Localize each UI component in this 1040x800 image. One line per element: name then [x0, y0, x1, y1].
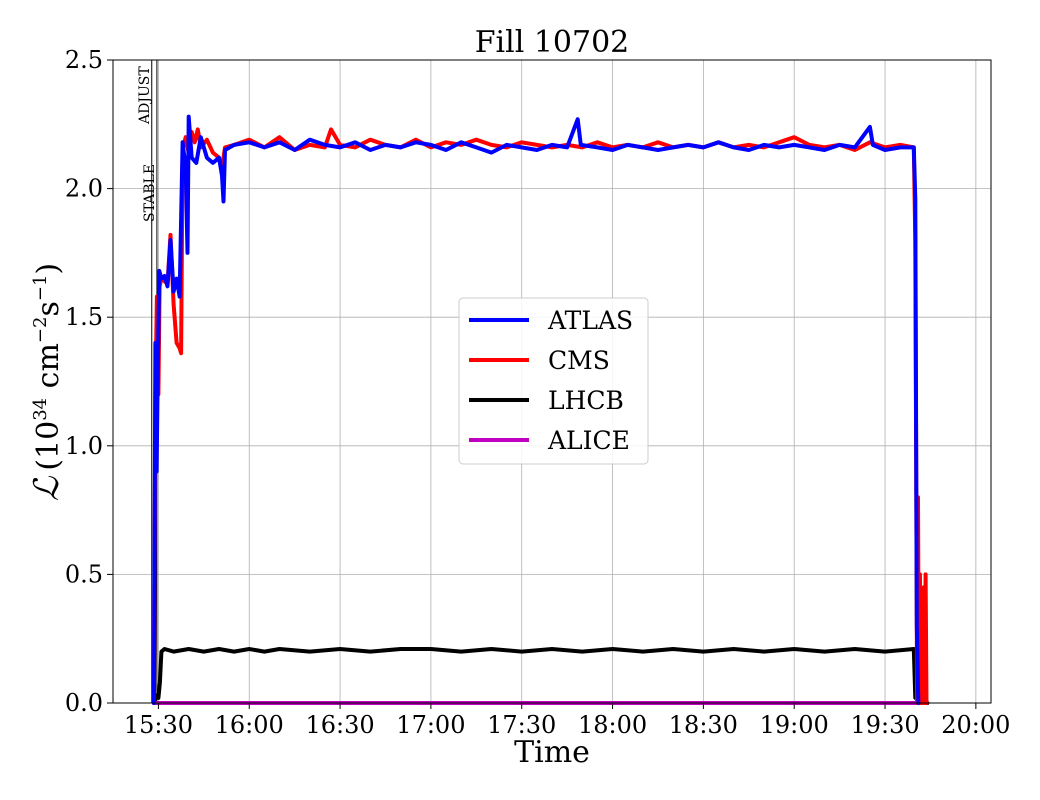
chart-title: Fill 10702 [475, 25, 630, 60]
x-tick-label: 17:00 [396, 711, 465, 739]
y-axis-unit-exp1: 34 [30, 398, 51, 421]
x-tick-label: 17:30 [487, 711, 556, 739]
y-tick-label: 2.0 [65, 175, 103, 203]
y-tick-label: 0.5 [65, 560, 103, 588]
y-axis-unit-cm: cm [31, 343, 66, 398]
series-line-cms [151, 127, 929, 705]
phase-marker-label: ADJUST [137, 66, 153, 125]
legend-label: ATLAS [547, 306, 633, 335]
legend-box [458, 297, 649, 465]
series-line-atlas [151, 114, 921, 705]
y-tick-label: 2.5 [65, 46, 103, 74]
y-axis-unit-close: ) [31, 263, 66, 275]
y-axis-unit-exp3: −1 [30, 275, 51, 302]
x-tick-label: 15:30 [124, 711, 193, 739]
y-axis-unit-exp2: −2 [30, 317, 51, 344]
y-tick-label: 1.0 [65, 432, 103, 460]
legend: ATLAS CMS LHCB ALICE [458, 297, 649, 465]
x-tick-label: 18:30 [669, 711, 738, 739]
x-tick-label: 16:00 [215, 711, 284, 739]
legend-label: ALICE [547, 426, 630, 455]
x-axis-title: Time [514, 735, 590, 770]
legend-label: LHCB [548, 386, 624, 415]
y-axis-title: ℒ (1034 cm−2s−1) [27, 263, 67, 501]
x-tick-label: 19:00 [760, 711, 829, 739]
y-axis-symbol: ℒ [27, 475, 67, 501]
series-line-lhcb [151, 647, 930, 705]
y-axis-ticks: 0.0 0.5 1.0 1.5 2.0 2.5 [65, 46, 113, 717]
x-axis-ticks: 15:30 16:00 16:30 17:00 17:30 18:00 18:30 19:00… [124, 703, 1010, 739]
x-tick-label: 16:30 [305, 711, 374, 739]
phase-markers: ADJUST STABLE [137, 60, 158, 703]
y-tick-label: 1.5 [65, 303, 103, 331]
y-axis-unit-s: s [31, 301, 66, 316]
plot-frame [112, 59, 992, 704]
x-tick-label: 19:30 [850, 711, 919, 739]
y-axis-unit-open: (10 [31, 421, 66, 471]
x-tick-label: 20:00 [941, 711, 1010, 739]
legend-label: CMS [548, 346, 610, 375]
phase-marker-label: STABLE [142, 164, 158, 222]
x-tick-label: 18:00 [578, 711, 647, 739]
y-tick-label: 0.0 [65, 689, 103, 717]
